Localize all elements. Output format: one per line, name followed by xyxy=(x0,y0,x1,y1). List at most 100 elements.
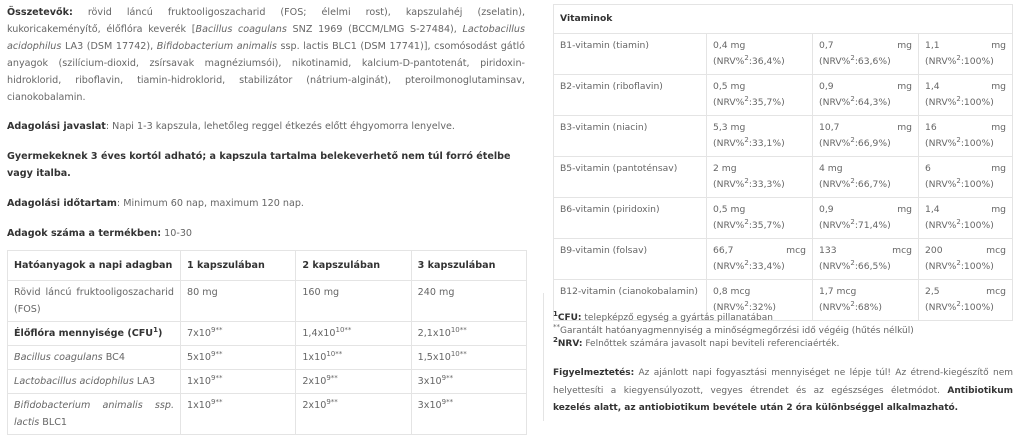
cell: Élőflóra mennyisége (CFU1) xyxy=(7,321,181,346)
cell: 3x109** xyxy=(410,393,528,435)
table-header: Vitaminok xyxy=(553,4,1013,34)
cell: 160 mg xyxy=(295,280,412,322)
exponent: 10** xyxy=(450,349,467,358)
duration-paragraph: Adagolási időtartam: Minimum 60 nap, max… xyxy=(7,195,525,212)
text: Lactobacillus acidophilus xyxy=(14,376,134,387)
base: 3x10 xyxy=(417,400,442,411)
cell: 0,5 mg (NRV%2:35,7%) xyxy=(706,197,813,239)
cell: 1,1 mg (NRV%2:100%) xyxy=(918,33,1013,75)
exponent: 9** xyxy=(326,397,338,406)
cell: 2 mg (NRV%2:33,3%) xyxy=(706,156,813,198)
base: 3x10 xyxy=(417,376,442,387)
base: 1,5x10 xyxy=(417,352,451,363)
header-cell: 2 kapszulában xyxy=(295,250,412,281)
cell: 1,4 mg (NRV%2:100%) xyxy=(918,74,1013,116)
footnotes: 1CFU: telepképző egység a gyártás pillan… xyxy=(553,310,1013,351)
divider xyxy=(543,293,544,421)
cell: 7x109** xyxy=(179,321,297,346)
cell: 133 mcg (NRV%2:66,5%) xyxy=(812,238,919,280)
cell: 5x109** xyxy=(179,345,297,370)
doses-label: Adagok száma a termékben: xyxy=(7,228,162,239)
ingredients-label: Összetevők: xyxy=(7,7,73,18)
table-row: Lactobacillus acidophilus LA3 1x109** 2x… xyxy=(7,369,528,394)
header-cell: 3 kapszulában xyxy=(410,250,528,281)
text: Az ajánlott napi fogyasztási mennyiséget… xyxy=(553,368,1013,396)
text: Antibiotikum kezelés alatt, az antiobiot… xyxy=(553,385,1013,414)
duration-label: Adagolási időtartam xyxy=(7,198,117,209)
cell: 80 mg xyxy=(179,280,297,322)
warning-paragraph: Figyelmeztetés: Az ajánlott napi fogyasz… xyxy=(553,365,1013,418)
text: BC4 xyxy=(102,352,125,363)
cell: 1x109** xyxy=(179,369,297,394)
cell: Bifidobacterium animalis ssp. lactis BLC… xyxy=(7,393,181,435)
table-row: Bacillus coagulans BC4 5x109** 1x1010** … xyxy=(7,345,528,370)
children-paragraph: Gyermekeknek 3 éves kortól adható; a kap… xyxy=(7,148,525,182)
cell: 0,7 mg (NRV%2:63,6%) xyxy=(812,33,919,75)
base: 7x10 xyxy=(187,328,211,339)
active-ingredients-table: Hatóanyagok a napi adagban 1 kapszulában… xyxy=(7,250,528,435)
doses-paragraph: Adagok száma a termékben: 10-30 xyxy=(7,225,525,242)
text: : Minimum 60 nap, maximum 120 nap. xyxy=(116,198,304,209)
cell: 0,5 mg (NRV%2:35,7%) xyxy=(706,74,813,116)
base: 2,1x10 xyxy=(417,328,451,339)
base: 1x10 xyxy=(187,400,211,411)
cell: 1x1010** xyxy=(295,345,412,370)
table-row: B6-vitamin (piridoxin) 0,5 mg (NRV%2:35,7… xyxy=(553,197,1013,239)
text: telepképző egység a gyártás pillanatában xyxy=(581,313,773,323)
left-column: Összetevők: rövid láncú fruktooligoszach… xyxy=(7,4,528,435)
cell: 2x109** xyxy=(295,369,412,394)
cell: 1,4x1010** xyxy=(295,321,412,346)
text: LA3 xyxy=(133,376,156,387)
cell: 0,9 mg (NRV%2:64,3%) xyxy=(812,74,919,116)
footnote-star: **Garantált hatóanyagmennyiség a minőség… xyxy=(553,323,1013,338)
cell: 2,5 mcg (NRV%2:100%) xyxy=(918,279,1013,321)
table-row: B2-vitamin (riboflavin) 0,5 mg (NRV%2:35,… xyxy=(553,74,1013,116)
header-cell: 1 kapszulában xyxy=(179,250,297,281)
exponent: 9** xyxy=(211,325,223,334)
text: SNZ 1969 (BCCM/LMG S-27484), xyxy=(286,24,463,35)
exponent: 9** xyxy=(441,397,454,406)
text: BLC1 xyxy=(39,417,68,428)
table-row: Élőflóra mennyisége (CFU1) 7x109** 1,4x1… xyxy=(7,321,528,346)
text: LA3 (DSM 17742), xyxy=(61,41,157,52)
cell: 240 mg xyxy=(410,280,528,322)
text: ssp. lactis BLC1 (DSM 17741)], csomósodá… xyxy=(7,41,525,103)
sup: ** xyxy=(553,323,560,331)
exponent: 9** xyxy=(326,373,338,382)
footnote-nrv: 2NRV: Felnőttek számára javasolt napi be… xyxy=(553,336,840,350)
text: Bifidobacterium animalis xyxy=(156,41,277,52)
cell: 1x109** xyxy=(179,393,297,435)
text: Garantált hatóanyagmennyiség a minőségme… xyxy=(560,326,914,336)
cell: 16 mg (NRV%2:100%) xyxy=(918,115,1013,157)
table-row: B5-vitamin (pantoténsav) 2 mg (NRV%2:33,3… xyxy=(553,156,1013,198)
base: 1,4x10 xyxy=(302,328,336,339)
cell: 4 mg (NRV%2:66,7%) xyxy=(812,156,919,198)
cell: 1,5x1010** xyxy=(410,345,528,370)
cell: 66,7 mcg (NRV%2:33,4%) xyxy=(706,238,813,280)
base: 2x10 xyxy=(302,376,327,387)
vitamin-name: B9-vitamin (folsav) xyxy=(553,238,707,280)
text: Bifidobacterium animalis ssp. lactis xyxy=(14,400,174,428)
text: Lactobacillus acidophilus xyxy=(7,24,525,52)
vitamin-name: B12-vitamin (cianokobalamin) xyxy=(553,279,707,321)
cell: 200 mcg (NRV%2:100%) xyxy=(918,238,1013,280)
text: NRV: xyxy=(557,339,583,349)
cell: 0,4 mg (NRV%2:36,4%) xyxy=(706,33,813,75)
footnote-cfu: 1CFU: telepképző egység a gyártás pillan… xyxy=(553,310,773,324)
text: : Napi 1-3 kapszula, lehetőleg reggel ét… xyxy=(105,121,455,132)
base: 1x10 xyxy=(302,352,327,363)
children-note: Gyermekeknek 3 éves kortól adható; a kap… xyxy=(7,151,511,179)
vitamin-name: B6-vitamin (piridoxin) xyxy=(553,197,707,239)
text: Bacillus coagulans xyxy=(14,352,103,363)
base: 5x10 xyxy=(187,352,211,363)
cell: 10,7 mg (NRV%2:66,9%) xyxy=(812,115,919,157)
dosage-paragraph: Adagolási javaslat: Napi 1-3 kapszula, l… xyxy=(7,118,525,135)
vitamin-name: B2-vitamin (riboflavin) xyxy=(553,74,707,116)
cell: 2,1x1010** xyxy=(410,321,528,346)
cell: 6 mg (NRV%2:100%) xyxy=(918,156,1013,198)
table-row: B3-vitamin (niacin) 5,3 mg (NRV%2:33,1%) 1… xyxy=(553,115,1013,157)
text: 10-30 xyxy=(161,228,193,239)
table-row: B1-vitamin (tiamin) 0,4 mg (NRV%2:36,4%) 0… xyxy=(553,33,1013,75)
cell: 5,3 mg (NRV%2:33,1%) xyxy=(706,115,813,157)
text: Bacillus coagulans xyxy=(195,24,287,35)
